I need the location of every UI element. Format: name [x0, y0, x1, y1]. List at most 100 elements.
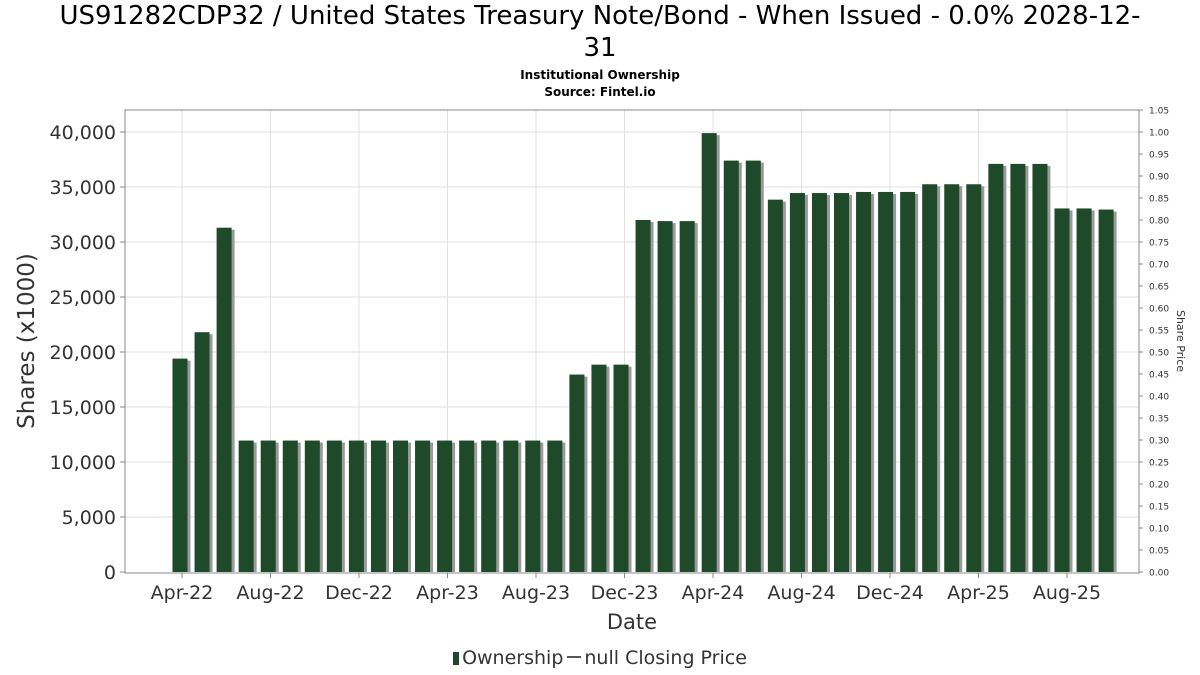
x-tick-label: Apr-22 [151, 582, 214, 604]
bar [194, 332, 210, 572]
y2-tick-label: 0.30 [1149, 437, 1169, 447]
bar [856, 191, 872, 572]
y2-tick-label: 0.25 [1149, 459, 1169, 469]
bar [481, 440, 497, 572]
bar [679, 221, 695, 572]
chart-title-line2: 31 [583, 33, 617, 63]
y2-tick-label: 0.80 [1149, 217, 1169, 227]
plot-area [124, 109, 1140, 574]
y2-tick-label: 0.50 [1149, 349, 1169, 359]
legend-ownership: Ownership [462, 647, 564, 669]
bar [811, 193, 827, 573]
bar [525, 440, 541, 572]
y-tick-label: 20,000 [50, 342, 116, 364]
bar [304, 440, 320, 572]
bar [260, 440, 276, 572]
bar [922, 184, 938, 572]
bar [547, 440, 563, 572]
y2-tick-label: 0.10 [1149, 525, 1169, 535]
y2-tick-label: 0.35 [1149, 415, 1169, 425]
bar [393, 440, 408, 572]
chart-subtitle: Institutional Ownership [520, 68, 680, 82]
y2-tick-label: 0.65 [1149, 283, 1169, 293]
y2-axis-label: Share Price [1174, 310, 1187, 372]
bar [767, 199, 783, 572]
y2-tick-label: 0.70 [1149, 261, 1169, 271]
y-tick-label: 15,000 [50, 397, 116, 419]
bar [326, 440, 342, 572]
y2-tick-label: 0.90 [1149, 173, 1169, 183]
bar [282, 440, 298, 572]
y2-tick-label: 0.75 [1149, 239, 1169, 249]
y2-tick-label: 0.95 [1149, 151, 1169, 161]
bar [569, 374, 585, 572]
bar [1010, 163, 1026, 572]
bar [900, 191, 916, 572]
bar [1032, 163, 1048, 572]
y-tick-label: 35,000 [50, 177, 116, 199]
bar [348, 440, 364, 572]
price-legend-swatch [567, 656, 582, 658]
y2-tick-label: 0.05 [1149, 547, 1169, 557]
legend: Ownership null Closing Price [0, 647, 1200, 669]
y2-tick-label: 0.00 [1149, 569, 1169, 579]
x-tick-label: Dec-23 [591, 582, 659, 604]
y-tick-label: 5,000 [62, 507, 116, 529]
bar [745, 160, 761, 572]
y2-tick-label: 0.55 [1149, 327, 1169, 337]
bar [878, 191, 894, 572]
bar [988, 163, 1004, 572]
bar [238, 440, 254, 572]
y2-tick-label: 0.20 [1149, 481, 1169, 491]
bar [459, 440, 475, 572]
bar [216, 227, 232, 572]
x-tick-label: Apr-25 [947, 582, 1010, 604]
legend-price: null Closing Price [584, 647, 747, 669]
x-tick-label: Apr-23 [416, 582, 479, 604]
y-tick-label: 30,000 [50, 232, 116, 254]
y2-tick-label: 0.45 [1149, 371, 1169, 381]
x-tick-label: Aug-24 [767, 582, 835, 604]
bar [415, 440, 431, 572]
bar [591, 364, 607, 572]
y2-tick-label: 0.60 [1149, 305, 1169, 315]
x-tick-label: Apr-24 [682, 582, 745, 604]
chart-source: Source: Fintel.io [544, 85, 656, 99]
y-axis: 0 5,000 10,000 15,000 20,000 25,000 30,000 35,0… [50, 122, 125, 584]
y-axis-label: Shares (x1000) [14, 253, 40, 429]
y-tick-label: 25,000 [50, 287, 116, 309]
y-tick-label: 40,000 [50, 122, 116, 144]
bar [1054, 208, 1070, 572]
bar [1076, 208, 1092, 572]
x-tick-label: Aug-25 [1033, 582, 1101, 604]
bar [966, 184, 982, 572]
y-tick-label: 10,000 [50, 452, 116, 474]
y2-tick-label: 0.40 [1149, 393, 1169, 403]
bar [789, 193, 805, 573]
chart-title: US91282CDP32 / United States Treasury No… [0, 0, 1200, 64]
y2-axis: 0.00 0.05 0.10 0.15 0.20 0.25 0.30 0.35 0.40 0.45… [1139, 107, 1169, 579]
x-tick-label: Aug-22 [236, 582, 304, 604]
bar [503, 440, 519, 572]
bar [723, 160, 739, 572]
bar [635, 220, 651, 572]
y2-tick-label: 0.85 [1149, 195, 1169, 205]
x-tick-label: Dec-24 [856, 582, 924, 604]
bars [172, 133, 1117, 573]
bar [437, 440, 453, 572]
y2-tick-label: 1.00 [1149, 129, 1169, 139]
bar [834, 193, 849, 573]
bar [1098, 209, 1114, 573]
y-tick-label: 0 [104, 562, 116, 584]
bar [172, 358, 188, 572]
chart-title-line1: US91282CDP32 / United States Treasury No… [59, 1, 1141, 31]
bar [370, 440, 386, 572]
x-axis: Apr-22 Aug-22 Dec-22 Apr-23 Aug-23 Dec-23 Apr-… [151, 573, 1101, 604]
bar [701, 133, 717, 572]
ownership-legend-swatch [453, 652, 460, 665]
x-axis-label: Date [607, 610, 657, 634]
x-tick-label: Dec-22 [325, 582, 393, 604]
y2-tick-label: 1.05 [1149, 107, 1169, 117]
bar [944, 184, 960, 572]
